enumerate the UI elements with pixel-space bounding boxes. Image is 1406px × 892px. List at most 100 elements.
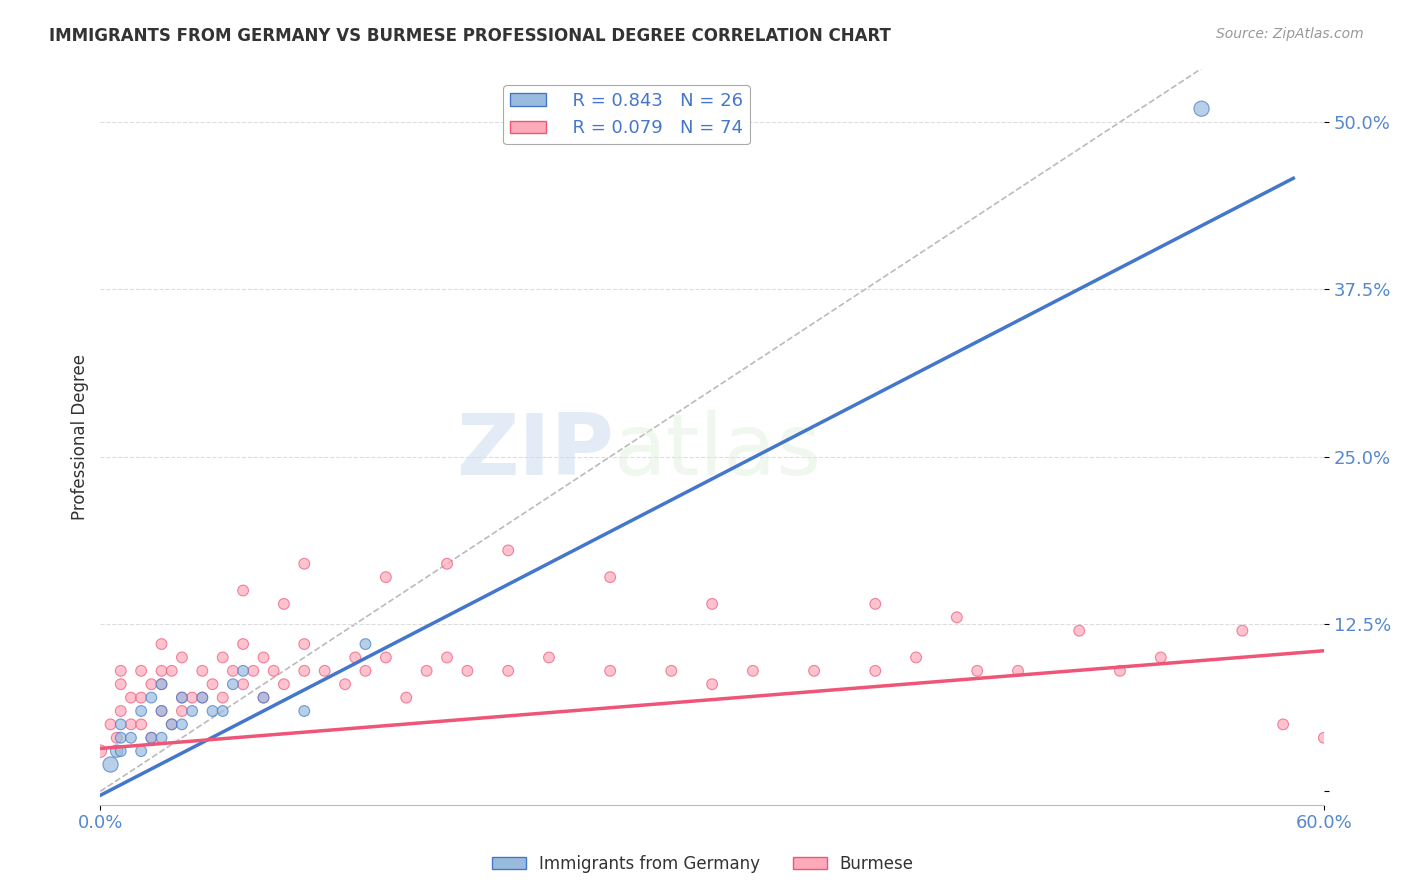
Point	[314, 664, 336, 678]
Point	[1232, 624, 1254, 638]
Point	[129, 744, 152, 758]
Point	[700, 677, 723, 691]
Point	[344, 650, 367, 665]
Point	[436, 557, 458, 571]
Point	[333, 677, 356, 691]
Point	[160, 664, 183, 678]
Point	[141, 731, 163, 745]
Point	[395, 690, 418, 705]
Point	[436, 650, 458, 665]
Point	[105, 731, 128, 745]
Point	[170, 650, 193, 665]
Point	[222, 677, 245, 691]
Point	[456, 664, 478, 678]
Point	[803, 664, 825, 678]
Point	[273, 597, 295, 611]
Point	[865, 664, 887, 678]
Point	[354, 664, 377, 678]
Y-axis label: Professional Degree: Professional Degree	[72, 353, 89, 520]
Point	[252, 690, 274, 705]
Point	[354, 637, 377, 651]
Point	[110, 664, 132, 678]
Point	[211, 704, 233, 718]
Point	[141, 690, 163, 705]
Point	[120, 690, 142, 705]
Point	[537, 650, 560, 665]
Point	[129, 664, 152, 678]
Text: ZIP: ZIP	[457, 409, 614, 492]
Text: Source: ZipAtlas.com: Source: ZipAtlas.com	[1216, 27, 1364, 41]
Point	[232, 637, 254, 651]
Point	[150, 704, 173, 718]
Point	[120, 717, 142, 731]
Point	[110, 704, 132, 718]
Point	[170, 690, 193, 705]
Point	[191, 690, 214, 705]
Point	[374, 570, 396, 584]
Point	[150, 664, 173, 678]
Point	[496, 543, 519, 558]
Point	[100, 717, 122, 731]
Point	[150, 731, 173, 745]
Point	[232, 664, 254, 678]
Point	[100, 757, 122, 772]
Point	[222, 664, 245, 678]
Point	[1313, 731, 1336, 745]
Point	[170, 704, 193, 718]
Point	[1109, 664, 1132, 678]
Point	[292, 557, 315, 571]
Point	[181, 690, 204, 705]
Point	[211, 690, 233, 705]
Point	[150, 637, 173, 651]
Point	[1272, 717, 1295, 731]
Point	[150, 704, 173, 718]
Point	[232, 677, 254, 691]
Point	[160, 717, 183, 731]
Point	[141, 677, 163, 691]
Point	[201, 704, 224, 718]
Point	[211, 650, 233, 665]
Point	[129, 717, 152, 731]
Point	[89, 744, 111, 758]
Point	[110, 744, 132, 758]
Point	[599, 570, 621, 584]
Point	[242, 664, 264, 678]
Point	[191, 664, 214, 678]
Point	[374, 650, 396, 665]
Point	[110, 731, 132, 745]
Point	[1150, 650, 1173, 665]
Point	[160, 717, 183, 731]
Point	[141, 731, 163, 745]
Point	[659, 664, 682, 678]
Point	[700, 597, 723, 611]
Point	[1191, 102, 1213, 116]
Point	[110, 677, 132, 691]
Point	[263, 664, 285, 678]
Point	[170, 717, 193, 731]
Point	[599, 664, 621, 678]
Point	[170, 690, 193, 705]
Point	[191, 690, 214, 705]
Point	[292, 664, 315, 678]
Point	[181, 704, 204, 718]
Point	[129, 690, 152, 705]
Point	[1069, 624, 1091, 638]
Point	[201, 677, 224, 691]
Point	[150, 677, 173, 691]
Point	[273, 677, 295, 691]
Legend: Immigrants from Germany, Burmese: Immigrants from Germany, Burmese	[485, 848, 921, 880]
Text: IMMIGRANTS FROM GERMANY VS BURMESE PROFESSIONAL DEGREE CORRELATION CHART: IMMIGRANTS FROM GERMANY VS BURMESE PROFE…	[49, 27, 891, 45]
Point	[150, 677, 173, 691]
Point	[741, 664, 763, 678]
Point	[105, 744, 128, 758]
Text: atlas: atlas	[614, 409, 823, 492]
Point	[905, 650, 928, 665]
Point	[110, 717, 132, 731]
Point	[292, 704, 315, 718]
Point	[865, 597, 887, 611]
Point	[292, 637, 315, 651]
Point	[129, 704, 152, 718]
Point	[415, 664, 437, 678]
Point	[252, 650, 274, 665]
Legend:   R = 0.843   N = 26,   R = 0.079   N = 74: R = 0.843 N = 26, R = 0.079 N = 74	[503, 85, 749, 145]
